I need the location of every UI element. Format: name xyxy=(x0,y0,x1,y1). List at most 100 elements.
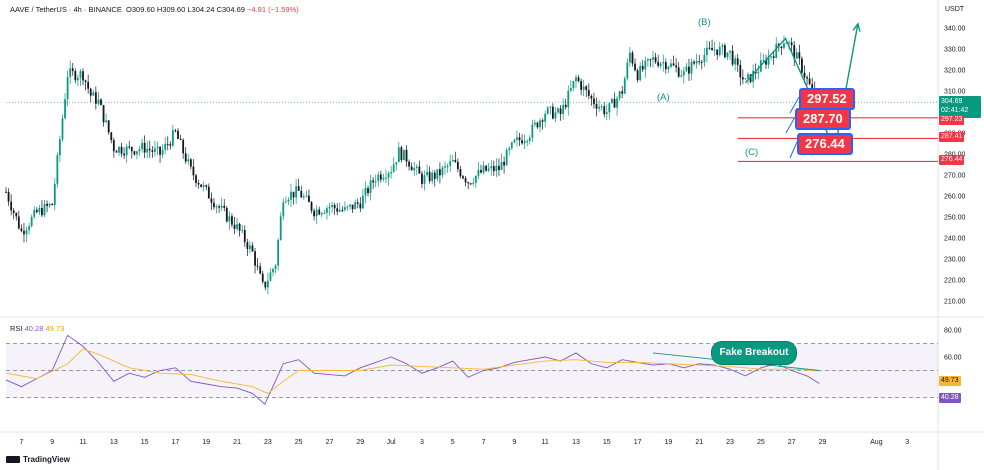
candle-body xyxy=(71,68,74,72)
candle-body xyxy=(631,52,634,64)
candle-body xyxy=(528,137,531,142)
level-tag-287: 287.41 xyxy=(939,132,965,142)
candle-body xyxy=(279,216,282,240)
candle-body xyxy=(354,202,357,210)
candle-body xyxy=(439,169,441,176)
candle-body xyxy=(408,161,410,167)
candle-body xyxy=(567,90,570,108)
candle-body xyxy=(433,172,436,179)
candle-body xyxy=(659,63,662,66)
candle-body xyxy=(184,153,187,162)
candle-body xyxy=(598,106,600,109)
candle-body xyxy=(801,58,803,73)
candle-body xyxy=(582,86,585,90)
candle-body xyxy=(770,56,773,58)
rsi-header[interactable]: RSI 40.28 49.73 xyxy=(10,324,64,333)
candle-body xyxy=(7,191,10,202)
candle-body xyxy=(112,140,115,152)
candle-body xyxy=(25,230,28,235)
candle-body xyxy=(605,112,608,115)
time-tick-label: 15 xyxy=(603,439,611,446)
candle-body xyxy=(706,47,708,55)
candle-body xyxy=(649,59,652,61)
candle-body xyxy=(94,92,97,104)
candle-body xyxy=(428,171,431,182)
candle-body xyxy=(87,81,90,89)
rsi-tag: 40.28 xyxy=(939,393,961,403)
candle-body xyxy=(351,204,354,210)
candle-body xyxy=(213,202,215,208)
candle-body xyxy=(700,61,703,63)
candle-body xyxy=(456,161,459,170)
candle-body xyxy=(667,66,670,70)
candle-body xyxy=(30,216,33,227)
candle-body xyxy=(572,81,575,89)
candle-body xyxy=(205,185,208,187)
price-tick-label: 310.00 xyxy=(944,89,966,96)
level-box-287[interactable]: 287.70 xyxy=(795,108,851,130)
candle-body xyxy=(220,205,223,208)
candle-body xyxy=(12,210,15,213)
candle-body xyxy=(626,62,629,79)
candle-body xyxy=(43,203,46,216)
candle-body xyxy=(179,138,182,140)
candle-body xyxy=(364,188,367,196)
symbol-header[interactable]: AAVE / TetherUS · 4h · BINANCE O309.60 H… xyxy=(10,5,299,14)
candle-body xyxy=(549,106,552,108)
fake-breakout-label[interactable]: Fake Breakout xyxy=(711,341,797,365)
time-tick-label: Aug xyxy=(870,439,883,446)
candle-body xyxy=(369,180,372,194)
ohlc-change: −4.91 (−1.59%) xyxy=(247,5,299,14)
candle-body xyxy=(772,56,775,58)
level-box-297[interactable]: 297.52 xyxy=(799,88,855,110)
candle-body xyxy=(187,159,190,162)
level-box-276[interactable]: 276.44 xyxy=(797,133,853,155)
candle-body xyxy=(174,130,177,132)
candle-body xyxy=(218,206,221,208)
candle-body xyxy=(477,170,480,176)
candle-body xyxy=(269,272,272,281)
bar-countdown: 02:41:42 xyxy=(941,107,969,114)
candle-body xyxy=(387,173,390,178)
candle-body xyxy=(277,239,280,266)
candle-body xyxy=(449,161,452,166)
rsi-line xyxy=(5,334,820,405)
candle-body xyxy=(97,99,100,104)
candle-body xyxy=(585,86,588,90)
candle-body xyxy=(562,104,565,114)
candle-body xyxy=(446,165,449,167)
candle-body xyxy=(259,266,262,274)
candle-body xyxy=(241,230,244,232)
candle-body xyxy=(739,64,742,78)
candle-body xyxy=(282,202,285,217)
candle-body xyxy=(249,245,251,250)
candle-body xyxy=(74,71,77,81)
last-price: 304.69 xyxy=(941,98,963,105)
candle-body xyxy=(747,74,749,79)
candle-body xyxy=(734,58,737,65)
price-tick-label: 320.00 xyxy=(944,68,966,75)
candle-body xyxy=(636,70,639,81)
candle-body xyxy=(15,212,18,217)
candle-body xyxy=(654,57,657,63)
candle-body xyxy=(544,113,547,122)
symbol-name[interactable]: AAVE / TetherUS · 4h · BINANCE xyxy=(10,5,122,14)
candle-body xyxy=(641,65,644,70)
time-tick-label: 11 xyxy=(79,439,86,446)
candle-body xyxy=(526,141,529,143)
candle-body xyxy=(128,146,131,148)
candle-body xyxy=(767,56,770,65)
currency-unit[interactable]: USDT xyxy=(945,6,965,13)
wave-label-b: (B) xyxy=(698,17,711,28)
candle-body xyxy=(472,182,475,184)
candle-body xyxy=(192,166,195,176)
candle-body xyxy=(441,167,444,176)
candle-body xyxy=(346,206,349,208)
tradingview-brand[interactable]: TradingView xyxy=(6,455,70,464)
candle-body xyxy=(480,170,482,173)
candle-body xyxy=(744,78,747,80)
last-price-tag: 304.69 02:41:42 xyxy=(939,96,981,118)
candle-body xyxy=(382,178,385,180)
candle-body xyxy=(164,143,167,150)
candle-body xyxy=(495,165,498,172)
